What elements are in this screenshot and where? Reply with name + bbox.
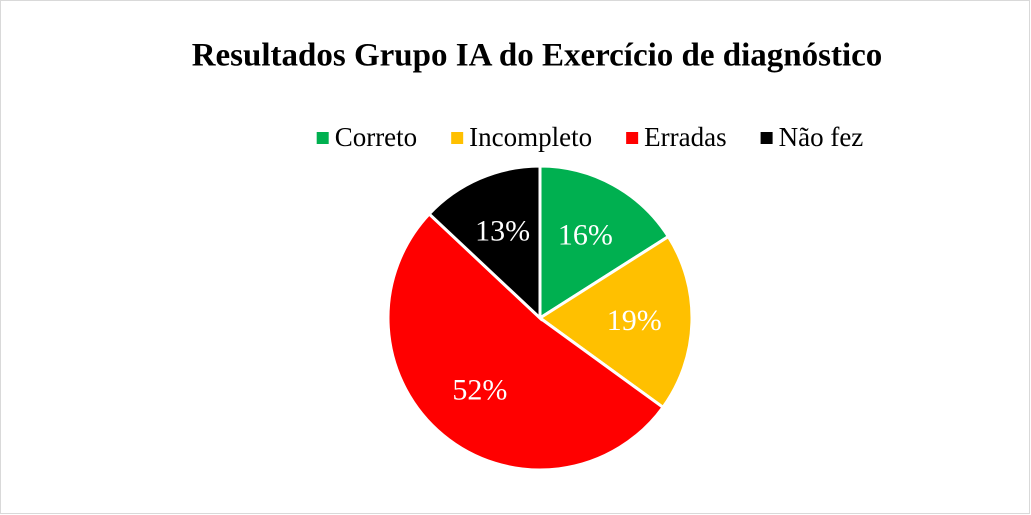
legend-label: Incompleto — [469, 122, 592, 152]
legend-swatch — [760, 132, 773, 144]
data-label: 52% — [452, 374, 507, 407]
legend-label: Correto — [335, 122, 417, 152]
legend-label: Erradas — [644, 122, 726, 152]
legend-swatch — [451, 132, 464, 144]
pie-slice — [538, 164, 671, 321]
data-label: 19% — [607, 304, 662, 337]
data-label: 16% — [558, 218, 613, 251]
legend-swatch — [626, 132, 639, 144]
pie-slice — [427, 164, 542, 322]
chart-title: Resultados Grupo IA do Exercício de diag… — [192, 38, 883, 74]
legend-label: Não fez — [779, 122, 864, 152]
pie-slice — [537, 234, 694, 410]
data-label: 13% — [475, 214, 530, 247]
pie-slice — [386, 211, 666, 472]
legend-swatch — [316, 132, 329, 144]
